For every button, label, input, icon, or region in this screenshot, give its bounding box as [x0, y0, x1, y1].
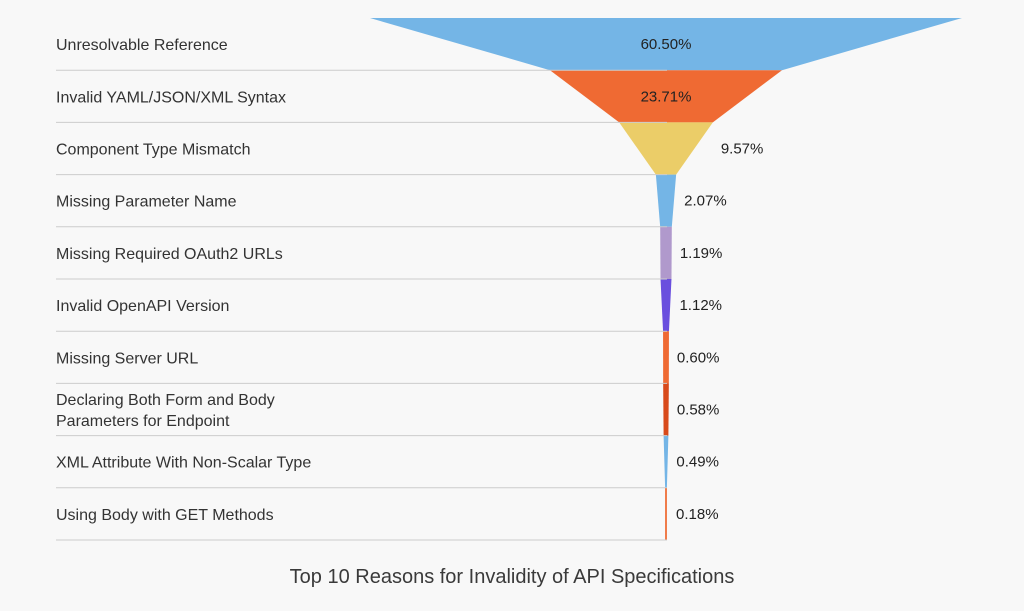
value-label: 23.71%	[641, 88, 692, 105]
value-label: 0.58%	[677, 402, 720, 419]
funnel-segment	[370, 18, 962, 71]
funnel-chart: Unresolvable Reference 60.50% Invalid YAML…	[56, 18, 962, 541]
funnel-segment	[550, 70, 782, 123]
category-label: Unresolvable Reference	[56, 37, 228, 54]
value-label: 1.19%	[680, 245, 723, 262]
category-label: Missing Server URL	[56, 350, 198, 367]
funnel-segment	[663, 331, 669, 384]
value-label: 9.57%	[721, 141, 764, 158]
funnel-segment	[660, 226, 672, 279]
funnel-segment	[655, 174, 677, 227]
value-label: 0.18%	[676, 506, 719, 523]
category-label: XML Attribute With Non-Scalar Type	[56, 455, 311, 472]
value-label: 2.07%	[684, 193, 727, 210]
funnel-segment	[660, 279, 672, 332]
value-label: 0.49%	[676, 454, 719, 471]
funnel-segment	[663, 435, 669, 488]
category-label: Invalid OpenAPI Version	[56, 298, 229, 315]
category-label: Component Type Mismatch	[56, 142, 250, 159]
category-label: Using Body with GET Methods	[56, 507, 274, 524]
funnel-segment	[663, 383, 669, 436]
value-label: 1.12%	[679, 297, 722, 314]
category-label: Missing Required OAuth2 URLs	[56, 246, 283, 263]
chart-title: Top 10 Reasons for Invalidity of API Spe…	[289, 566, 735, 588]
funnel-segment	[619, 122, 713, 175]
category-label: Invalid YAML/JSON/XML Syntax	[56, 89, 286, 106]
value-label: 0.60%	[677, 349, 720, 366]
category-label: Missing Parameter Name	[56, 194, 237, 211]
value-label: 60.50%	[641, 36, 692, 53]
category-label: Declaring Both Form and Body Parameters f…	[56, 392, 275, 430]
funnel-segment	[665, 487, 667, 540]
